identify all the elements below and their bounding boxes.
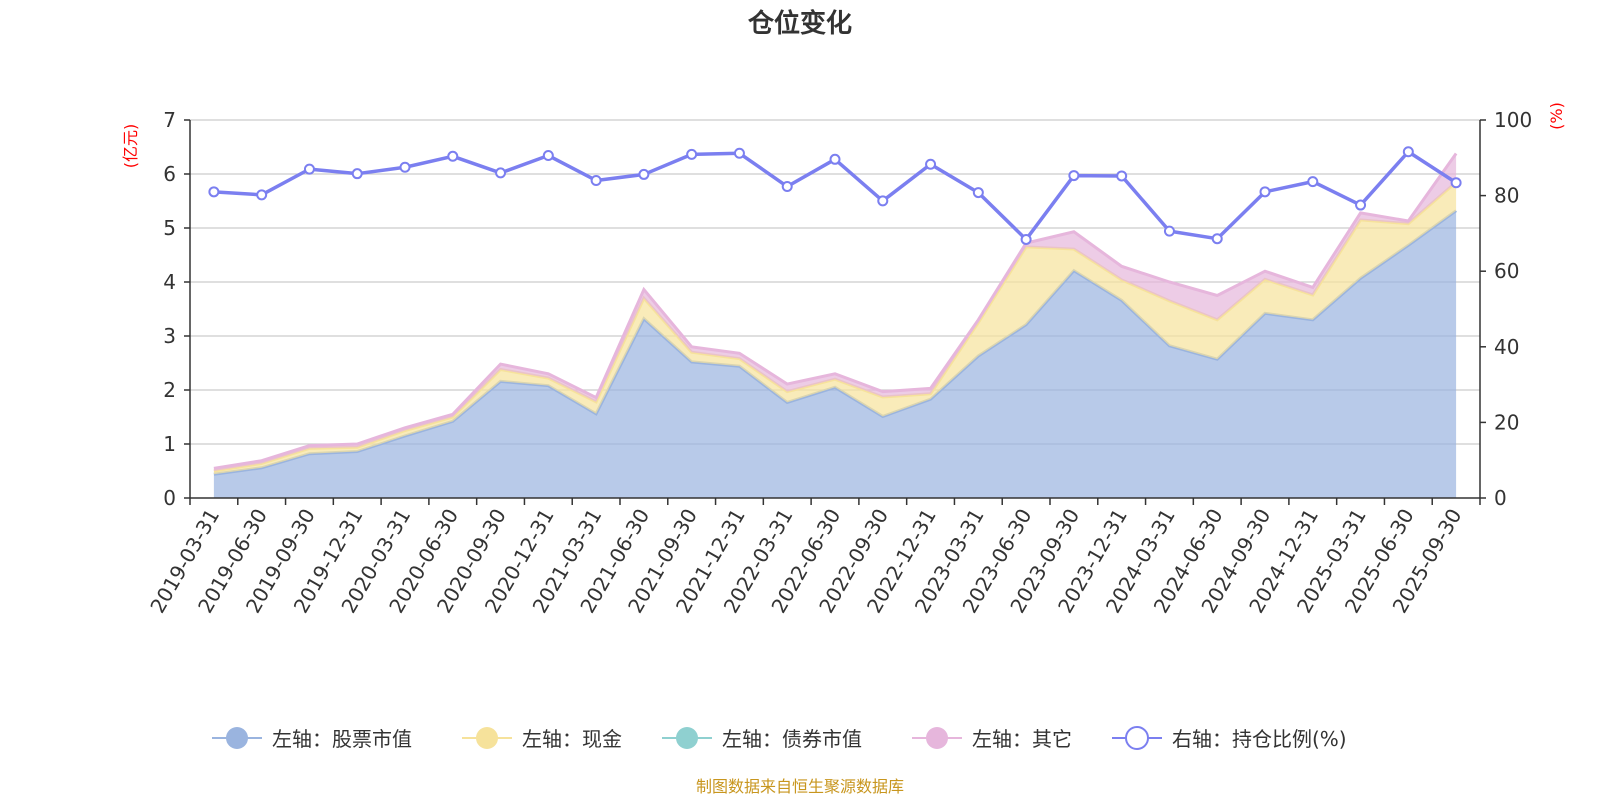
left-tick-label: 1 [163,432,176,456]
ratio-point[interactable] [351,168,363,180]
left-tick-label: 3 [163,324,176,348]
ratio-point[interactable] [638,168,650,180]
left-tick-label: 7 [163,108,176,132]
ratio-point[interactable] [303,163,315,175]
legend-item[interactable]: 右轴：持仓比例(%) [1112,726,1347,751]
left-tick-label: 6 [163,162,176,186]
legend-label: 右轴：持仓比例(%) [1172,727,1347,751]
legend-label: 左轴：其它 [972,727,1072,751]
legend-label: 左轴：现金 [522,727,622,751]
left-tick-label: 0 [163,486,176,510]
legend-swatch-marker [476,727,498,749]
ratio-point[interactable] [1116,170,1128,182]
chart-title: 仓位变化 [747,8,852,39]
source-note: 制图数据来自恒生聚源数据库 [696,777,904,796]
legend-label: 左轴：股票市值 [272,727,412,751]
ratio-point[interactable] [447,150,459,162]
ratio-line-series [208,146,1462,245]
right-axis-unit: (%) [1547,102,1566,130]
legend-swatch-marker [226,727,248,749]
ratio-point[interactable] [1355,199,1367,211]
ratio-point[interactable] [590,174,602,186]
right-tick-label: 20 [1494,410,1519,434]
ratio-point[interactable] [256,189,268,201]
legend-item[interactable]: 左轴：债券市值 [662,727,862,751]
ratio-point[interactable] [1307,176,1319,188]
area-1-fill [213,210,1457,498]
ratio-point[interactable] [399,161,411,173]
ratio-point[interactable] [877,195,889,207]
ratio-point[interactable] [1450,177,1462,189]
ratio-point[interactable] [1163,225,1175,237]
left-tick-label: 4 [163,270,176,294]
area-4-edge [213,152,1458,470]
ratio-point[interactable] [495,167,507,179]
area-series [213,152,1458,498]
left-tick-label: 2 [163,378,176,402]
ratio-point[interactable] [1020,233,1032,245]
ratio-point[interactable] [781,181,793,193]
right-tick-label: 0 [1494,486,1507,510]
legend-item[interactable]: 左轴：股票市值 [212,727,412,751]
legend-swatch-marker [1125,726,1149,750]
legend-item[interactable]: 左轴：其它 [912,727,1072,751]
ratio-point[interactable] [1402,146,1414,158]
ratio-point[interactable] [1211,233,1223,245]
grid-lines [190,119,1480,445]
ratio-point[interactable] [542,150,554,162]
area-4-fill [213,153,1457,472]
ratio-point[interactable] [829,153,841,165]
legend: 左轴：股票市值 左轴：现金 左轴：债券市值 左轴：其它 右轴：持仓比例(%) [212,726,1347,751]
ratio-point[interactable] [972,187,984,199]
left-axis-unit: (亿元) [121,124,140,169]
ratio-point[interactable] [925,158,937,170]
right-tick-label: 100 [1494,108,1532,132]
legend-item[interactable]: 左轴：现金 [462,727,622,751]
ratio-point[interactable] [208,186,220,198]
ratio-point[interactable] [1068,170,1080,182]
ratio-point[interactable] [1259,186,1271,198]
legend-swatch-marker [676,727,698,749]
legend-label: 左轴：债券市值 [722,727,862,751]
right-tick-label: 80 [1494,184,1519,208]
right-tick-label: 60 [1494,259,1519,283]
area-2-fill [213,182,1457,475]
ratio-point[interactable] [733,147,745,159]
legend-swatch-marker [926,727,948,749]
left-tick-label: 5 [163,216,176,240]
ratio-point[interactable] [686,148,698,160]
right-tick-label: 40 [1494,335,1519,359]
